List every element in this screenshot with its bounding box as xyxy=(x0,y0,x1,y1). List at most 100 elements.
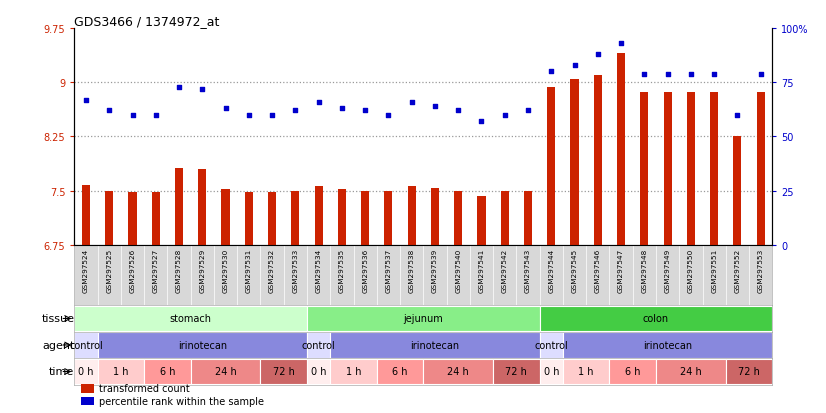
Bar xyxy=(81,385,94,393)
Point xyxy=(591,52,605,58)
Bar xyxy=(563,359,610,384)
Bar xyxy=(610,359,656,384)
Bar xyxy=(74,332,97,358)
Bar xyxy=(424,359,493,384)
Point xyxy=(661,71,674,78)
Text: agent: agent xyxy=(42,340,74,350)
Bar xyxy=(145,359,191,384)
Text: GSM297529: GSM297529 xyxy=(199,248,206,292)
Bar xyxy=(757,93,765,245)
Bar xyxy=(571,79,579,245)
Point xyxy=(219,106,232,112)
Bar xyxy=(726,359,772,384)
Point xyxy=(196,86,209,93)
Point xyxy=(731,112,744,119)
Point xyxy=(708,71,721,78)
Bar xyxy=(594,76,602,245)
Text: 72 h: 72 h xyxy=(506,367,527,377)
Point xyxy=(289,108,302,114)
Bar xyxy=(330,359,377,384)
Text: 0 h: 0 h xyxy=(311,367,326,377)
Text: 0 h: 0 h xyxy=(78,367,93,377)
Text: GSM297532: GSM297532 xyxy=(269,248,275,292)
Bar xyxy=(315,187,323,245)
Text: 24 h: 24 h xyxy=(215,367,236,377)
Text: 24 h: 24 h xyxy=(448,367,469,377)
Bar xyxy=(74,306,307,331)
Text: GSM297534: GSM297534 xyxy=(316,248,321,292)
Bar xyxy=(191,359,260,384)
Bar xyxy=(501,192,509,245)
Text: GSM297553: GSM297553 xyxy=(757,248,764,292)
Point xyxy=(382,112,395,119)
Bar xyxy=(330,332,539,358)
Text: control: control xyxy=(69,340,103,350)
Bar xyxy=(547,88,555,245)
Point xyxy=(544,69,558,76)
Text: 0 h: 0 h xyxy=(544,367,559,377)
Text: GSM297546: GSM297546 xyxy=(595,248,601,292)
Text: GSM297528: GSM297528 xyxy=(176,248,182,292)
Bar xyxy=(524,191,532,245)
Point xyxy=(150,112,163,119)
Bar xyxy=(260,359,307,384)
Text: GSM297552: GSM297552 xyxy=(734,248,740,292)
Bar xyxy=(431,188,439,245)
Text: GSM297543: GSM297543 xyxy=(525,248,531,292)
Bar xyxy=(686,93,695,245)
Text: irinotecan: irinotecan xyxy=(411,340,459,350)
Text: GSM297540: GSM297540 xyxy=(455,248,461,292)
Bar xyxy=(663,93,672,245)
Bar xyxy=(454,191,463,245)
Point xyxy=(126,112,139,119)
Text: 24 h: 24 h xyxy=(680,367,702,377)
Point xyxy=(475,119,488,125)
Bar xyxy=(74,359,97,384)
Bar xyxy=(384,192,392,245)
Bar xyxy=(198,170,206,245)
Text: irinotecan: irinotecan xyxy=(643,340,692,350)
Bar xyxy=(97,332,307,358)
Bar xyxy=(307,332,330,358)
Bar xyxy=(733,137,742,245)
Text: GSM297550: GSM297550 xyxy=(688,248,694,292)
Text: GSM297544: GSM297544 xyxy=(548,248,554,292)
Bar xyxy=(152,193,160,245)
Point xyxy=(521,108,534,114)
Text: GSM297549: GSM297549 xyxy=(665,248,671,292)
Point xyxy=(242,112,255,119)
Bar xyxy=(128,193,136,245)
Text: stomach: stomach xyxy=(169,314,211,324)
Bar xyxy=(493,359,539,384)
Text: GSM297535: GSM297535 xyxy=(339,248,345,292)
Point xyxy=(684,71,697,78)
Text: GDS3466 / 1374972_at: GDS3466 / 1374972_at xyxy=(74,15,220,28)
Text: GSM297531: GSM297531 xyxy=(246,248,252,292)
Point xyxy=(498,112,511,119)
Text: GSM297527: GSM297527 xyxy=(153,248,159,292)
Bar xyxy=(617,54,625,245)
Bar xyxy=(407,187,415,245)
Text: percentile rank within the sample: percentile rank within the sample xyxy=(99,396,263,406)
Text: 6 h: 6 h xyxy=(392,367,408,377)
Point xyxy=(615,41,628,47)
Point xyxy=(312,99,325,106)
Text: 1 h: 1 h xyxy=(346,367,361,377)
Point xyxy=(173,84,186,90)
Bar xyxy=(656,359,726,384)
Point xyxy=(335,106,349,112)
Bar xyxy=(377,359,424,384)
Text: 72 h: 72 h xyxy=(738,367,760,377)
Text: GSM297541: GSM297541 xyxy=(478,248,485,292)
Text: GSM297538: GSM297538 xyxy=(409,248,415,292)
Bar xyxy=(221,190,230,245)
Text: GSM297524: GSM297524 xyxy=(83,248,89,292)
Bar xyxy=(563,332,772,358)
Point xyxy=(358,108,372,114)
Text: GSM297551: GSM297551 xyxy=(711,248,717,292)
Bar xyxy=(292,191,300,245)
Bar xyxy=(307,306,539,331)
Point xyxy=(429,104,442,110)
Bar xyxy=(361,191,369,245)
Bar xyxy=(307,359,330,384)
